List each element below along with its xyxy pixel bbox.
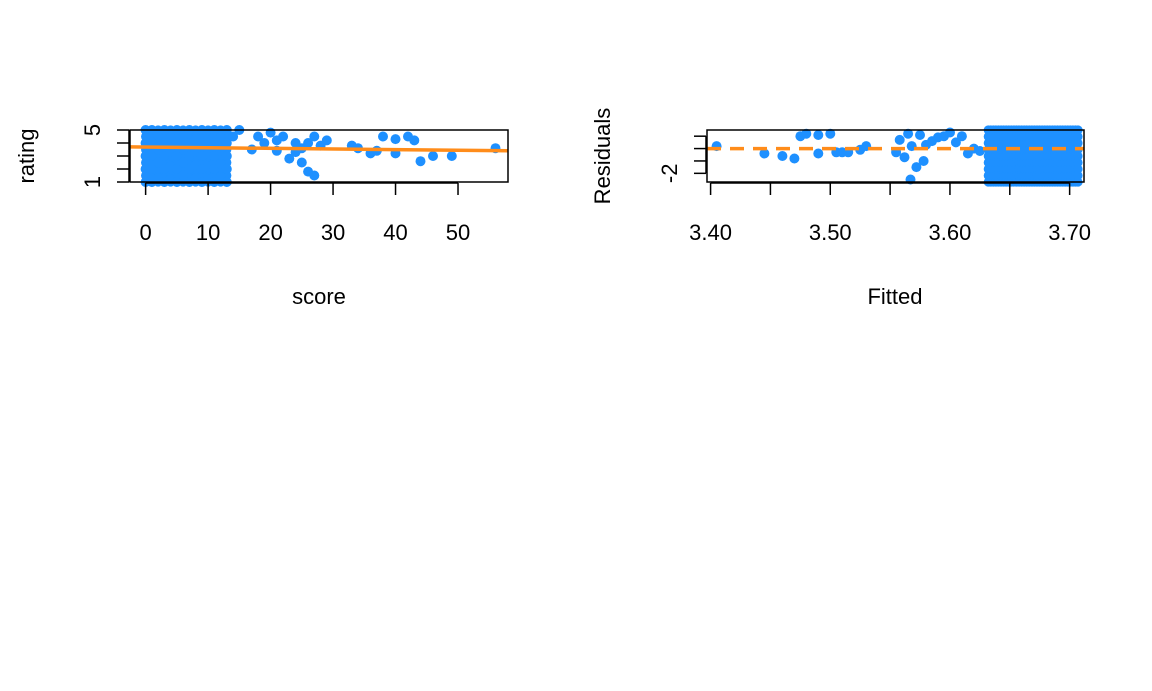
plot-frame (706, 129, 1085, 183)
x-axis-title: score (292, 284, 346, 309)
points-dense-band (983, 125, 1083, 187)
data-point (171, 138, 182, 148)
data-point (321, 135, 332, 146)
x-tick-label: 50 (446, 220, 470, 245)
data-point (903, 128, 914, 139)
x-tick-label: 20 (258, 220, 282, 245)
x-axis-title: Fitted (867, 284, 922, 309)
x-tick-label: 10 (196, 220, 220, 245)
data-point (309, 131, 320, 142)
data-point (974, 146, 985, 156)
data-point (789, 153, 800, 164)
data-point (390, 134, 401, 145)
data-point (171, 151, 182, 161)
y-tick-label: -2 (657, 164, 682, 184)
x-axis: 3.40 3.50 3.60 3.70 (689, 182, 1091, 245)
data-point (1073, 151, 1083, 161)
data-point (171, 164, 182, 174)
data-point (1073, 157, 1083, 168)
data-point (278, 131, 289, 142)
points (140, 125, 501, 187)
data-point (253, 131, 264, 142)
data-point (1073, 170, 1083, 181)
data-point (1073, 131, 1083, 142)
y-axis: 15 (80, 124, 130, 188)
data-point (446, 151, 457, 161)
points (711, 127, 985, 185)
data-point (813, 148, 824, 159)
data-point (259, 138, 270, 148)
data-point (309, 170, 320, 181)
data-point (378, 131, 388, 142)
x-tick-label: 3.50 (809, 220, 852, 245)
data-point (899, 152, 910, 163)
y-tick-label: 5 (80, 124, 105, 136)
x-tick-label: 3.40 (689, 220, 732, 245)
data-point (825, 128, 836, 139)
data-point (221, 164, 232, 174)
fit-line (129, 145, 509, 153)
data-point (221, 151, 232, 161)
data-point (265, 127, 276, 138)
data-point (303, 138, 314, 148)
data-point (911, 162, 922, 173)
x-tick-label: 3.60 (929, 220, 972, 245)
data-point (178, 170, 189, 181)
data-point (415, 156, 426, 167)
x-axis: 0 10 20 30 40 50 (139, 182, 470, 245)
panel-fitted-vs-residuals: 3.40 3.50 3.60 3.70 -2 Fitted Residuals (590, 108, 1091, 309)
data-point (813, 130, 824, 140)
data-point (146, 151, 157, 161)
data-point (228, 131, 239, 142)
data-point (759, 148, 770, 159)
data-point (178, 157, 189, 168)
data-point (918, 156, 929, 166)
x-tick-label: 3.70 (1048, 220, 1091, 245)
data-point (409, 135, 420, 146)
data-point (915, 130, 925, 140)
data-point (777, 151, 788, 161)
y-axis-title: rating (14, 128, 39, 183)
data-point (1073, 138, 1083, 148)
x-tick-label: 40 (383, 220, 407, 245)
data-point (146, 164, 157, 174)
plot-frame (129, 129, 509, 183)
data-point (428, 151, 438, 161)
data-point (945, 127, 955, 138)
x-tick-label: 30 (321, 220, 345, 245)
data-point (296, 157, 307, 168)
y-axis-title: Residuals (590, 108, 615, 205)
data-point (153, 157, 164, 168)
data-point (284, 153, 295, 164)
data-point (221, 138, 232, 148)
data-point (894, 134, 905, 145)
data-point (1073, 164, 1083, 174)
x-tick-label: 0 (139, 220, 151, 245)
data-point (950, 137, 961, 148)
y-axis: -2 (657, 135, 707, 184)
data-point (956, 131, 967, 142)
y-tick-label: 1 (80, 176, 105, 188)
data-point (801, 128, 812, 139)
data-point (178, 131, 189, 142)
